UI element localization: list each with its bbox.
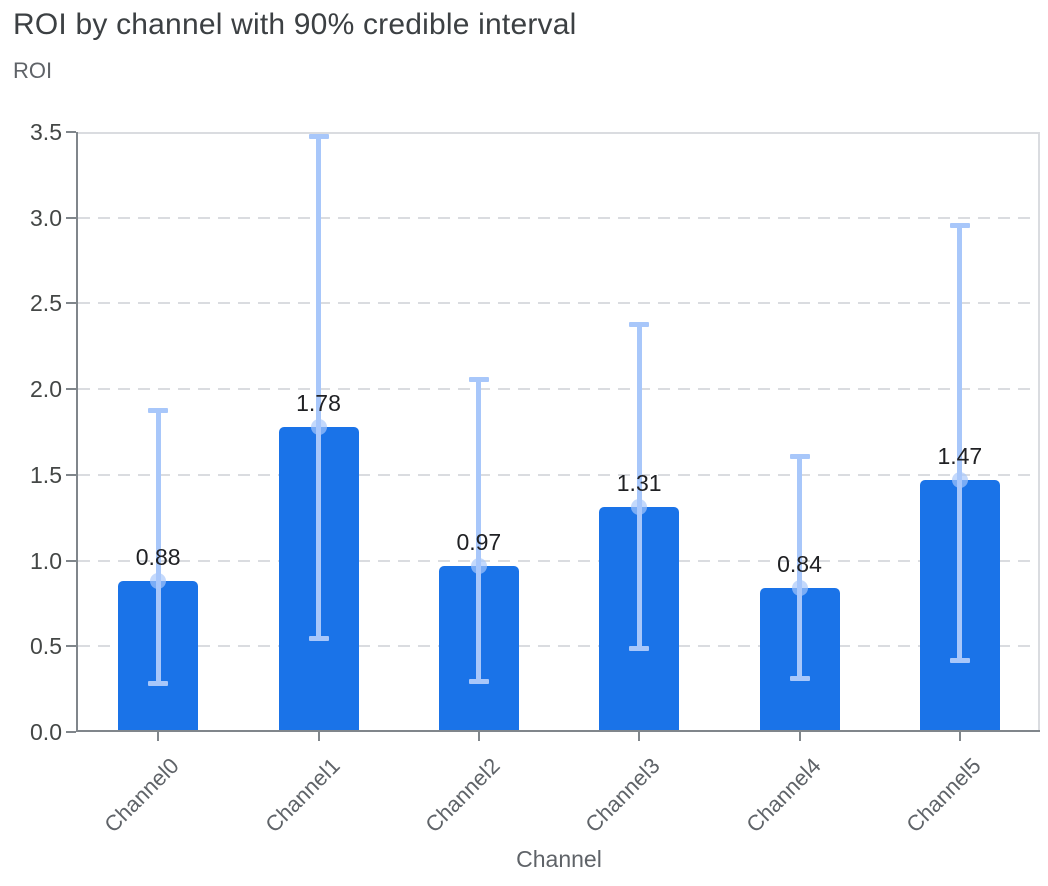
y-axis-tick [66, 388, 76, 391]
y-tick-label: 0.0 [30, 719, 62, 745]
credible-interval-upper-cap [629, 322, 650, 328]
credible-interval-lower-cap [468, 679, 489, 684]
y-tick-label: 3.0 [30, 204, 62, 231]
mean-marker [951, 472, 968, 488]
y-tick-label: 1.0 [30, 547, 62, 574]
x-axis-tick [638, 732, 641, 741]
y-tick-label: 0.5 [30, 633, 62, 660]
credible-interval-line [476, 377, 482, 684]
x-axis-line [76, 730, 1040, 732]
plot-top-border [78, 132, 1040, 134]
credible-interval-line [797, 454, 802, 681]
mean-marker [150, 573, 167, 590]
credible-interval-line [636, 322, 642, 652]
mean-marker [470, 557, 487, 574]
credible-interval-upper-cap [308, 133, 329, 139]
x-axis-tick [798, 732, 801, 741]
credible-interval-lower-cap [949, 658, 970, 664]
plot-right-border [1038, 132, 1040, 732]
y-axis-tick [66, 559, 76, 562]
credible-interval-upper-cap [949, 222, 970, 228]
y-axis-tick [66, 131, 76, 133]
gridline-1 [78, 559, 1040, 562]
x-axis-title: Channel [516, 846, 602, 872]
gridline-2 [78, 388, 1040, 391]
bar-value-label: 1.47 [937, 443, 983, 469]
y-tick-label: 2.0 [30, 376, 62, 403]
bar-value-label: 0.88 [135, 544, 181, 571]
gridline-3 [78, 216, 1040, 219]
x-axis-tick [958, 732, 961, 741]
credible-interval-line [316, 133, 321, 642]
y-axis-tick [66, 731, 76, 733]
y-tick-label: 3.5 [30, 119, 62, 145]
gridline-1.5 [78, 473, 1040, 476]
bar-value-label: 0.84 [777, 551, 822, 577]
credible-interval-lower-cap [789, 675, 810, 681]
x-axis-tick [317, 732, 320, 741]
credible-interval-lower-cap [308, 636, 329, 642]
y-axis-tick [66, 473, 76, 476]
bar-value-label: 1.78 [296, 389, 341, 416]
y-axis-tick [66, 302, 76, 305]
mean-marker [631, 499, 648, 516]
y-axis-tick [66, 645, 76, 648]
chart-title: ROI by channel with 90% credible interva… [13, 8, 577, 41]
mean-marker [791, 580, 808, 596]
mean-marker [310, 418, 327, 435]
bar-value-label: 1.31 [616, 470, 662, 497]
credible-interval-lower-cap [629, 646, 650, 652]
y-axis-title: ROI [13, 58, 53, 83]
y-tick-label: 1.5 [30, 461, 62, 488]
credible-interval-line [155, 408, 161, 686]
gridline-2.5 [78, 302, 1040, 305]
gridline-0.5 [78, 645, 1040, 648]
credible-interval-upper-cap [789, 454, 810, 460]
bar-value-label: 0.97 [456, 528, 502, 555]
y-axis-tick [66, 216, 76, 219]
credible-interval-upper-cap [468, 377, 489, 383]
credible-interval-lower-cap [148, 680, 169, 686]
y-axis-line [76, 132, 78, 732]
y-tick-label: 2.5 [30, 290, 62, 317]
credible-interval-line [957, 222, 963, 664]
x-axis-tick [157, 732, 160, 741]
x-axis-tick [477, 732, 480, 741]
credible-interval-upper-cap [148, 408, 169, 413]
